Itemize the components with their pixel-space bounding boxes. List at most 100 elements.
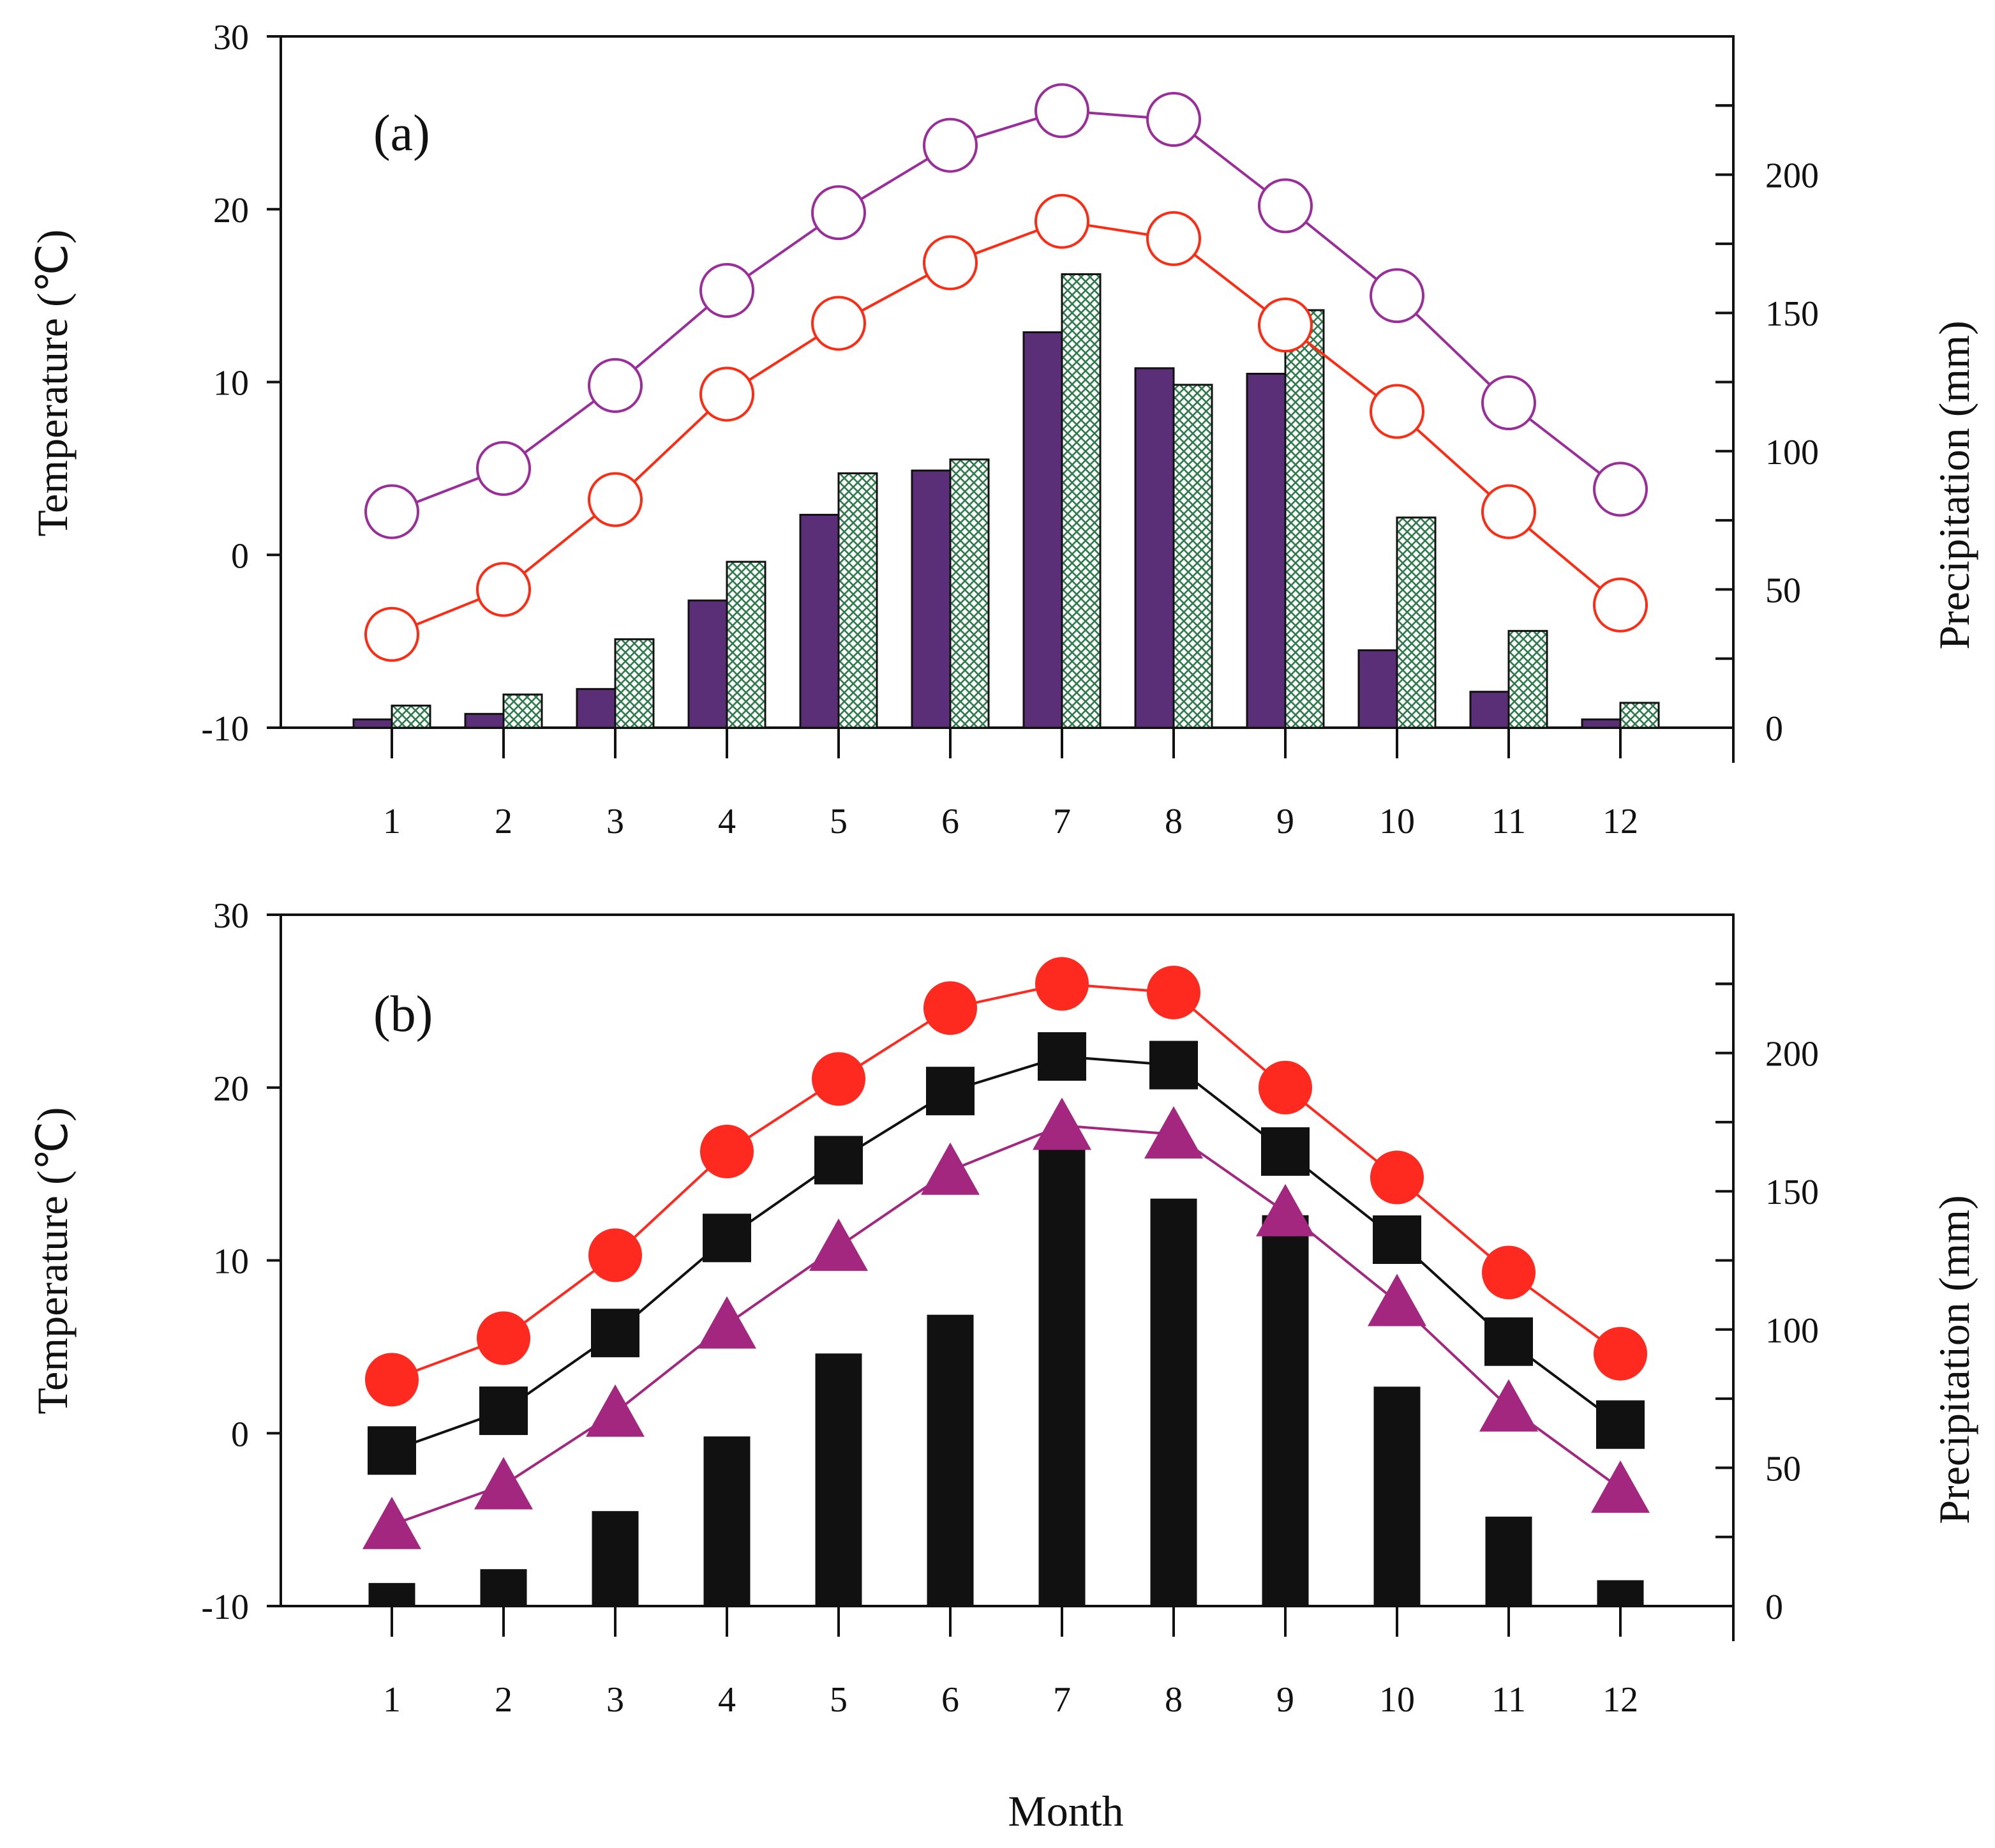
panel-a-y-right-title: Precipitation (mm) — [1930, 320, 1978, 650]
panel-b-x-tick-label-4: 4 — [718, 1680, 736, 1720]
panel-a-bar-s2-m1 — [391, 704, 431, 729]
panel-b-point-s2-m1 — [368, 1426, 416, 1475]
panel-a-bar-s1-m12 — [1581, 718, 1622, 729]
panel-b-y-left-tick-label-0: -10 — [201, 1588, 249, 1627]
panel-a-x-tick-label-1: 1 — [383, 802, 401, 841]
panel-a-x-tick-label-5: 5 — [830, 802, 848, 841]
panel-b-point-s1-m9 — [1259, 1060, 1312, 1115]
panel-a-point-s1-m10 — [1370, 268, 1424, 324]
panel-a-bars — [352, 273, 1660, 729]
panel-b-point-s1-m4 — [700, 1124, 754, 1178]
panel-a-point-s1-m2 — [476, 440, 531, 496]
panel-b-x-tick-label-2: 2 — [495, 1680, 512, 1720]
panel-a-point-s1-m1 — [364, 484, 419, 539]
panel-b-point-s2-m9 — [1261, 1127, 1310, 1176]
panel-b-y-right-title: Precipitation (mm) — [1930, 1195, 1978, 1524]
panel-b-bar-s1-m9 — [1262, 1215, 1309, 1607]
panel-a-bar-s1-m5 — [799, 513, 840, 729]
panel-b-x-tick-label-12: 12 — [1603, 1680, 1638, 1720]
panel-b-bar-s1-m3 — [592, 1511, 639, 1607]
panel-a-point-s2-m3 — [588, 472, 643, 527]
panel-a-point-s1-m4 — [699, 263, 754, 319]
panel-b-point-s1-m3 — [588, 1228, 642, 1282]
panel-a-y-left-tick-label-0: -10 — [201, 709, 249, 749]
panel-b-point-s2-m7 — [1038, 1032, 1086, 1081]
panel-a-x-tick-label-11: 11 — [1491, 802, 1526, 841]
panel-b-point-s2-m11 — [1484, 1317, 1533, 1366]
panel-a-x-tick-label-3: 3 — [606, 802, 624, 841]
panel-b-point-s3-m6 — [921, 1142, 980, 1195]
panel-a-bar-s1-m7 — [1022, 331, 1063, 729]
panel-a-bar-s2-m3 — [614, 638, 655, 729]
panel-a-point-s1-m6 — [923, 117, 978, 173]
panel-b-bar-s1-m10 — [1373, 1386, 1421, 1607]
panel-b-point-s1-m7 — [1035, 957, 1089, 1011]
panel-a-y-right-tick-label-3: 150 — [1765, 294, 1819, 334]
panel-b-point-s1-m12 — [1594, 1326, 1647, 1381]
panel-b-y-right-tick-label-2: 100 — [1765, 1311, 1819, 1351]
panel-b-point-s3-m5 — [809, 1218, 868, 1271]
panel-a-point-s2-m6 — [923, 235, 978, 290]
panel-a-x-tick-label-9: 9 — [1276, 802, 1294, 841]
panel-a-point-s2-m4 — [699, 366, 754, 422]
panel-a-point-s2-m2 — [476, 562, 531, 617]
panel-b-point-s3-m12 — [1591, 1460, 1650, 1513]
panel-a-bar-s2-m7 — [1061, 273, 1102, 729]
panel-b-point-s2-m4 — [703, 1213, 751, 1263]
panel-b-bar-s1-m8 — [1150, 1198, 1197, 1607]
panel-b-bar-s1-m6 — [927, 1314, 974, 1607]
panel-b-point-s2-m12 — [1596, 1400, 1645, 1449]
panel-b-y-right-tick-label-1: 50 — [1765, 1449, 1801, 1489]
panel-b-point-s1-m8 — [1147, 965, 1200, 1019]
panel-a-bar-s1-m9 — [1246, 373, 1287, 729]
panel-b-point-s2-m8 — [1149, 1040, 1198, 1090]
panel-a-bar-s1-m11 — [1469, 691, 1510, 729]
panel-b-x-tick-label-1: 1 — [383, 1680, 401, 1720]
panel-b-y-left-tick-label-2: 10 — [213, 1242, 249, 1282]
panel-b-point-s2-m2 — [479, 1386, 528, 1436]
panel-b-point-s3-m4 — [698, 1296, 756, 1349]
panel-a-point-s1-m8 — [1146, 91, 1201, 147]
panel-b-point-s1-m5 — [812, 1052, 865, 1106]
panel-b-point-s2-m3 — [591, 1309, 639, 1358]
panel-b-bar-s1-m12 — [1597, 1580, 1644, 1607]
x-axis-title: Month — [1008, 1787, 1123, 1835]
panel-b-bar-s1-m2 — [480, 1569, 527, 1607]
panel-b-point-s3-m1 — [362, 1496, 421, 1549]
panel-a-bar-s1-m4 — [687, 599, 728, 729]
panel-a-y-left-tick-label-1: 0 — [231, 536, 249, 576]
panel-b-y-right-tick-label-4: 200 — [1765, 1035, 1819, 1074]
panel-a-x-tick-label-6: 6 — [941, 802, 959, 841]
panel-a-x-tick-label-7: 7 — [1053, 802, 1071, 841]
panel-b-point-s3-m7 — [1033, 1097, 1091, 1150]
panel-a-y-left-tick-label-4: 30 — [213, 18, 249, 57]
panel-b-point-s3-m8 — [1144, 1106, 1203, 1159]
panel-a-point-s2-m11 — [1481, 484, 1536, 539]
panel-b-bar-s1-m7 — [1038, 1140, 1086, 1607]
panel-a-bar-s1-m3 — [576, 687, 616, 729]
panel-b-point-s1-m2 — [477, 1311, 530, 1365]
panel-b-point-s3-m11 — [1479, 1379, 1538, 1432]
panel-b-point-s3-m10 — [1368, 1273, 1426, 1326]
panel-a-point-s1-m3 — [588, 357, 643, 413]
panel-a-bar-s2-m4 — [726, 560, 766, 729]
panel-b-x-tick-label-11: 11 — [1491, 1680, 1526, 1720]
panel-a-point-s2-m12 — [1593, 577, 1648, 633]
panel-a-line-1 — [391, 109, 1622, 513]
panel-b-y-right-tick-label-0: 0 — [1765, 1588, 1783, 1627]
panel-b-point-s1-m6 — [923, 981, 977, 1035]
panel-a-point-s2-m9 — [1258, 297, 1313, 353]
panel-b-x-tick-label-6: 6 — [941, 1680, 959, 1720]
panel-a-point-s1-m9 — [1258, 178, 1313, 234]
panel-b-line-3 — [391, 1124, 1622, 1526]
panel-b-point-s2-m5 — [814, 1136, 863, 1185]
panel-a-y-right-tick-label-4: 200 — [1765, 156, 1819, 196]
panel-b-point-s2-m10 — [1373, 1215, 1421, 1265]
panel-b-bar-s1-m4 — [703, 1436, 751, 1607]
panel-a-bar-s2-m2 — [502, 693, 543, 729]
panel-b-point-s3-m9 — [1256, 1183, 1315, 1236]
